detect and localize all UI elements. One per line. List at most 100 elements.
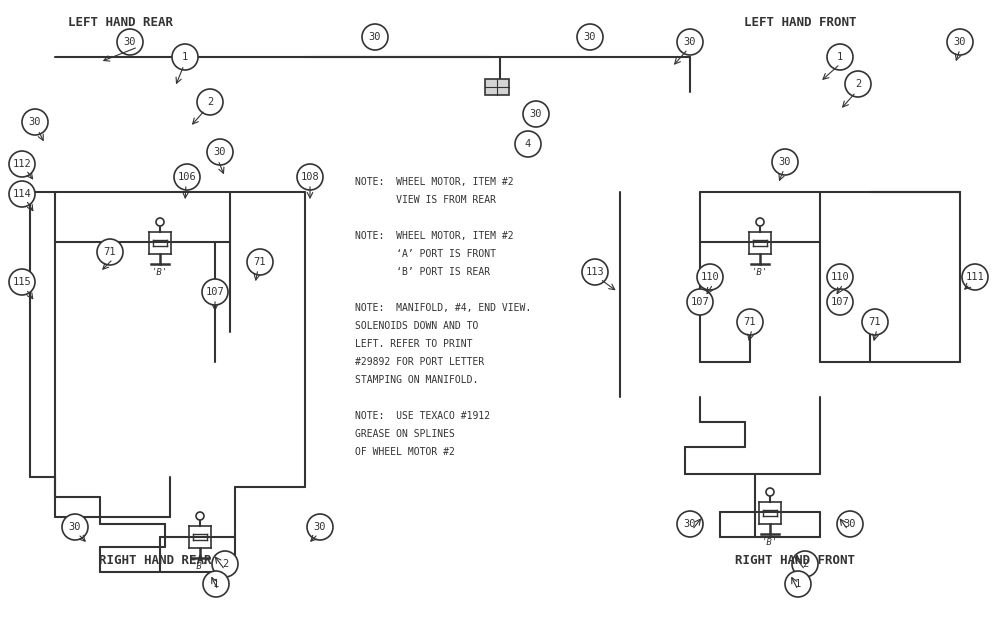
Text: GREASE ON SPLINES: GREASE ON SPLINES xyxy=(355,429,455,439)
Circle shape xyxy=(845,71,871,97)
FancyBboxPatch shape xyxy=(485,79,509,95)
Text: 30: 30 xyxy=(530,109,542,119)
Text: 30: 30 xyxy=(369,32,381,42)
Text: 2: 2 xyxy=(802,559,808,569)
Text: 4: 4 xyxy=(525,139,531,149)
Circle shape xyxy=(582,259,608,285)
Text: 30: 30 xyxy=(954,37,966,47)
Text: 30: 30 xyxy=(779,157,791,167)
Circle shape xyxy=(247,249,273,275)
Text: 1: 1 xyxy=(837,52,843,62)
Text: NOTE:  WHEEL MOTOR, ITEM #2: NOTE: WHEEL MOTOR, ITEM #2 xyxy=(355,177,514,187)
Text: 1: 1 xyxy=(795,579,801,589)
Text: NOTE:  USE TEXACO #1912: NOTE: USE TEXACO #1912 xyxy=(355,411,490,421)
Text: 107: 107 xyxy=(691,297,709,307)
Text: 71: 71 xyxy=(254,257,266,267)
Text: 'B': 'B' xyxy=(192,562,208,571)
Circle shape xyxy=(766,488,774,496)
Text: 114: 114 xyxy=(13,189,31,199)
Text: 107: 107 xyxy=(206,287,224,297)
Circle shape xyxy=(827,264,853,290)
Circle shape xyxy=(772,149,798,175)
Text: ‘B’ PORT IS REAR: ‘B’ PORT IS REAR xyxy=(355,267,490,277)
Text: 71: 71 xyxy=(104,247,116,257)
Circle shape xyxy=(9,181,35,207)
Circle shape xyxy=(196,512,204,520)
Circle shape xyxy=(515,131,541,157)
Circle shape xyxy=(792,551,818,577)
Text: #29892 FOR PORT LETTER: #29892 FOR PORT LETTER xyxy=(355,357,484,367)
Text: RIGHT HAND FRONT: RIGHT HAND FRONT xyxy=(735,554,855,566)
Text: LEFT. REFER TO PRINT: LEFT. REFER TO PRINT xyxy=(355,339,473,349)
Circle shape xyxy=(785,571,811,597)
Text: 30: 30 xyxy=(29,117,41,127)
Text: 30: 30 xyxy=(684,519,696,529)
Text: OF WHEEL MOTOR #2: OF WHEEL MOTOR #2 xyxy=(355,447,455,457)
Text: 71: 71 xyxy=(869,317,881,327)
Circle shape xyxy=(212,551,238,577)
Circle shape xyxy=(737,309,763,335)
Circle shape xyxy=(117,29,143,55)
Text: 106: 106 xyxy=(178,172,196,182)
Text: 30: 30 xyxy=(314,522,326,532)
Text: 30: 30 xyxy=(214,147,226,157)
Text: 30: 30 xyxy=(124,37,136,47)
Text: RIGHT HAND REAR: RIGHT HAND REAR xyxy=(99,554,211,566)
Text: SOLENOIDS DOWN AND TO: SOLENOIDS DOWN AND TO xyxy=(355,321,478,331)
Text: 2: 2 xyxy=(855,79,861,89)
Text: 30: 30 xyxy=(69,522,81,532)
Circle shape xyxy=(202,279,228,305)
Circle shape xyxy=(197,89,223,115)
Circle shape xyxy=(947,29,973,55)
Text: 'B': 'B' xyxy=(152,268,168,277)
Circle shape xyxy=(677,29,703,55)
Text: 2: 2 xyxy=(222,559,228,569)
Text: 113: 113 xyxy=(586,267,604,277)
Text: NOTE:  WHEEL MOTOR, ITEM #2: NOTE: WHEEL MOTOR, ITEM #2 xyxy=(355,231,514,241)
Circle shape xyxy=(523,101,549,127)
Circle shape xyxy=(207,139,233,165)
Circle shape xyxy=(577,24,603,50)
Text: 30: 30 xyxy=(684,37,696,47)
Text: 71: 71 xyxy=(744,317,756,327)
Circle shape xyxy=(362,24,388,50)
Circle shape xyxy=(837,511,863,537)
Circle shape xyxy=(827,44,853,70)
Circle shape xyxy=(307,514,333,540)
Text: STAMPING ON MANIFOLD.: STAMPING ON MANIFOLD. xyxy=(355,375,478,385)
Circle shape xyxy=(827,289,853,315)
Circle shape xyxy=(203,571,229,597)
Circle shape xyxy=(297,164,323,190)
Circle shape xyxy=(687,289,713,315)
Text: 30: 30 xyxy=(584,32,596,42)
Text: 1: 1 xyxy=(182,52,188,62)
Text: ‘A’ PORT IS FRONT: ‘A’ PORT IS FRONT xyxy=(355,249,496,259)
Text: 30: 30 xyxy=(844,519,856,529)
Circle shape xyxy=(9,151,35,177)
Circle shape xyxy=(862,309,888,335)
Circle shape xyxy=(156,218,164,226)
Circle shape xyxy=(172,44,198,70)
Text: 1: 1 xyxy=(213,579,219,589)
Text: 107: 107 xyxy=(831,297,849,307)
Text: LEFT HAND REAR: LEFT HAND REAR xyxy=(68,16,173,28)
Circle shape xyxy=(697,264,723,290)
Text: 112: 112 xyxy=(13,159,31,169)
Circle shape xyxy=(677,511,703,537)
Circle shape xyxy=(62,514,88,540)
Text: 108: 108 xyxy=(301,172,319,182)
Text: 'B': 'B' xyxy=(752,268,768,277)
Text: 111: 111 xyxy=(966,272,984,282)
Text: 'B': 'B' xyxy=(762,538,778,547)
Text: 110: 110 xyxy=(831,272,849,282)
Text: 115: 115 xyxy=(13,277,31,287)
Circle shape xyxy=(962,264,988,290)
Text: VIEW IS FROM REAR: VIEW IS FROM REAR xyxy=(355,195,496,205)
Text: 110: 110 xyxy=(701,272,719,282)
Text: LEFT HAND FRONT: LEFT HAND FRONT xyxy=(744,16,856,28)
Circle shape xyxy=(174,164,200,190)
Circle shape xyxy=(97,239,123,265)
Text: NOTE:  MANIFOLD, #4, END VIEW.: NOTE: MANIFOLD, #4, END VIEW. xyxy=(355,303,531,313)
Circle shape xyxy=(9,269,35,295)
Text: 2: 2 xyxy=(207,97,213,107)
